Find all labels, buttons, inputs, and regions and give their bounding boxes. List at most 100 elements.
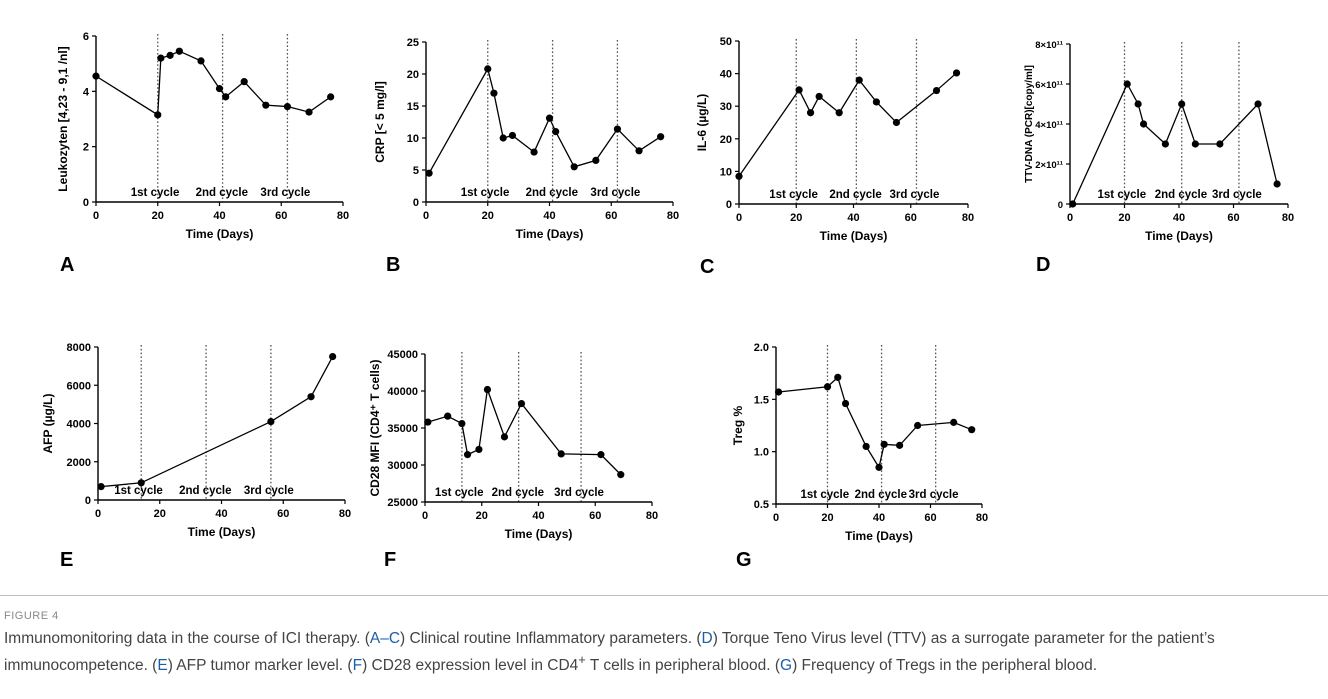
caption-panel-ref[interactable]: G: [780, 657, 793, 675]
data-point: [896, 441, 904, 449]
y-tick-label: 45000: [387, 349, 418, 361]
data-point: [530, 148, 538, 156]
y-tick-label: 6: [83, 31, 89, 43]
data-point: [875, 463, 883, 471]
caption-text: T cells in peripheral blood. (: [585, 657, 780, 675]
x-tick-label: 40: [215, 508, 227, 520]
x-tick-label: 80: [646, 510, 658, 522]
cycle-label: 3rd cycle: [244, 485, 294, 497]
cycle-label: 2nd cycle: [855, 489, 907, 501]
series-line: [738, 72, 957, 177]
caption-block: FIGURE 4 Immunomonitoring data in the co…: [0, 595, 1328, 674]
data-point: [557, 450, 565, 458]
panel-letter: G: [736, 549, 752, 571]
data-point: [823, 383, 832, 391]
x-tick-label: 80: [962, 212, 974, 224]
data-point: [841, 399, 850, 408]
data-point: [892, 118, 901, 127]
panel-letter: E: [60, 549, 73, 571]
y-tick-label: 10: [407, 133, 419, 145]
x-tick-label: 60: [1227, 212, 1239, 224]
y-tick-label: 50: [720, 36, 732, 48]
x-axis-label: Time (Days): [516, 227, 584, 241]
cycle-label: 1st cycle: [1098, 189, 1147, 201]
data-point: [483, 385, 492, 394]
data-point: [475, 445, 483, 454]
figure-label: FIGURE 4: [4, 610, 59, 622]
caption-text: ) Clinical routine Inflammatory paramete…: [400, 630, 702, 647]
panel-e: 0 2000 4000 6000 8000 0 20 40 60 80 1st cycle 2nd c…: [41, 342, 351, 571]
data-point: [1134, 100, 1142, 108]
x-tick-label: 40: [213, 210, 225, 222]
x-tick-label: 20: [790, 212, 802, 224]
y-tick-label: 2.0: [754, 342, 769, 354]
y-tick-label: 0: [85, 495, 91, 507]
data-point: [950, 418, 958, 426]
data-point: [597, 451, 605, 459]
data-point: [795, 86, 803, 94]
data-point: [240, 78, 248, 86]
x-tick-label: 20: [152, 210, 164, 222]
data-point: [1254, 100, 1262, 108]
x-tick-label: 80: [976, 512, 988, 524]
panel-letter: F: [384, 549, 396, 571]
figure-caption: Immunomonitoring data in the course of I…: [4, 628, 1322, 676]
x-tick-label: 20: [154, 508, 166, 520]
x-tick-label: 0: [95, 508, 101, 520]
y-tick-label: 8×10¹¹: [1035, 40, 1063, 51]
data-point: [862, 442, 870, 451]
caption-panel-ref[interactable]: D: [701, 630, 713, 647]
caption-panel-ref[interactable]: A–C: [369, 630, 401, 647]
x-tick-label: 0: [422, 510, 428, 522]
y-tick-label: 1.0: [754, 447, 769, 459]
data-point: [444, 412, 452, 420]
cycle-label: 3rd cycle: [889, 189, 939, 201]
data-point: [835, 109, 843, 117]
cycle-label: 3rd cycle: [590, 187, 640, 199]
data-point: [815, 92, 823, 101]
x-tick-label: 60: [275, 210, 287, 222]
x-tick-label: 0: [736, 212, 742, 224]
data-point: [425, 169, 433, 177]
series-line: [428, 67, 662, 174]
caption-text: ) AFP tumor marker level. (: [167, 657, 353, 675]
x-axis-label: Time (Days): [505, 527, 573, 541]
y-tick-label: 1.5: [754, 394, 769, 406]
data-point: [1069, 200, 1077, 208]
y-tick-label: 0: [83, 197, 89, 209]
panel-letter: D: [1036, 254, 1050, 276]
data-point: [267, 417, 275, 426]
data-point: [137, 479, 145, 487]
y-tick-label: 2×10¹¹: [1035, 160, 1063, 171]
cycle-label: 1st cycle: [769, 189, 818, 201]
x-tick-label: 40: [543, 210, 555, 222]
caption-panel-ref[interactable]: E: [157, 657, 168, 675]
data-point: [834, 373, 842, 381]
cycle-label: 2nd cycle: [179, 485, 231, 497]
data-point: [914, 421, 922, 430]
panel-g: 0.5 1.0 1.5 2.0 0 20 40 60 80 1st cycle 2nd cycle 3…: [731, 342, 988, 571]
data-point: [283, 102, 292, 111]
data-point: [484, 65, 492, 73]
caption-text: Immunomonitoring data in the course of I…: [4, 630, 370, 647]
panel-letter: C: [700, 256, 714, 278]
cycle-label: 2nd cycle: [1155, 189, 1207, 201]
data-point: [872, 98, 881, 106]
caption-panel-ref[interactable]: F: [352, 657, 363, 675]
caption-text: +: [578, 652, 586, 667]
data-point: [635, 147, 643, 155]
data-point: [613, 125, 622, 133]
cycle-label: 2nd cycle: [196, 187, 248, 199]
panel-letter: B: [386, 254, 400, 276]
y-tick-label: 6000: [67, 380, 91, 392]
data-point: [1191, 140, 1199, 148]
data-point: [1139, 120, 1148, 128]
data-point: [458, 419, 466, 428]
data-point: [262, 101, 270, 109]
x-tick-label: 40: [532, 510, 544, 522]
data-point: [932, 86, 941, 95]
data-point: [1178, 100, 1186, 108]
x-tick-label: 80: [339, 508, 351, 520]
